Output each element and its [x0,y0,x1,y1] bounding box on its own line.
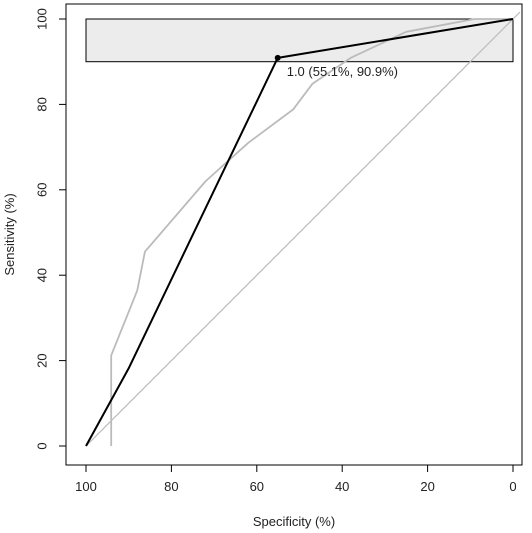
y-tick-label: 40 [35,268,50,282]
x-tick-label: 100 [75,479,97,494]
y-tick-label: 60 [35,183,50,197]
x-axis-title: Specificity (%) [253,514,335,529]
x-tick-label: 20 [420,479,434,494]
y-tick-label: 100 [35,8,50,30]
x-tick-label: 80 [164,479,178,494]
plot-frame [65,3,523,466]
y-axis: 0 20 40 60 80 100 [35,8,66,450]
highlight-annotation: 1.0 (55.1%, 90.9%) [287,64,398,79]
y-tick-label: 20 [35,353,50,367]
y-tick-label: 0 [35,442,50,449]
x-tick-label: 40 [335,479,349,494]
roc-curve-2 [85,18,514,447]
x-tick-label: 60 [250,479,264,494]
reference-diagonal [85,11,521,447]
ci-rectangle [85,18,514,63]
x-tick-label: 0 [509,479,516,494]
roc-curve-1 [110,18,513,446]
y-tick-label: 80 [35,97,50,111]
y-axis-title: Sensitivity (%) [2,193,17,275]
highlight-point [274,54,281,61]
x-axis: 100 80 60 40 20 0 [75,465,517,494]
